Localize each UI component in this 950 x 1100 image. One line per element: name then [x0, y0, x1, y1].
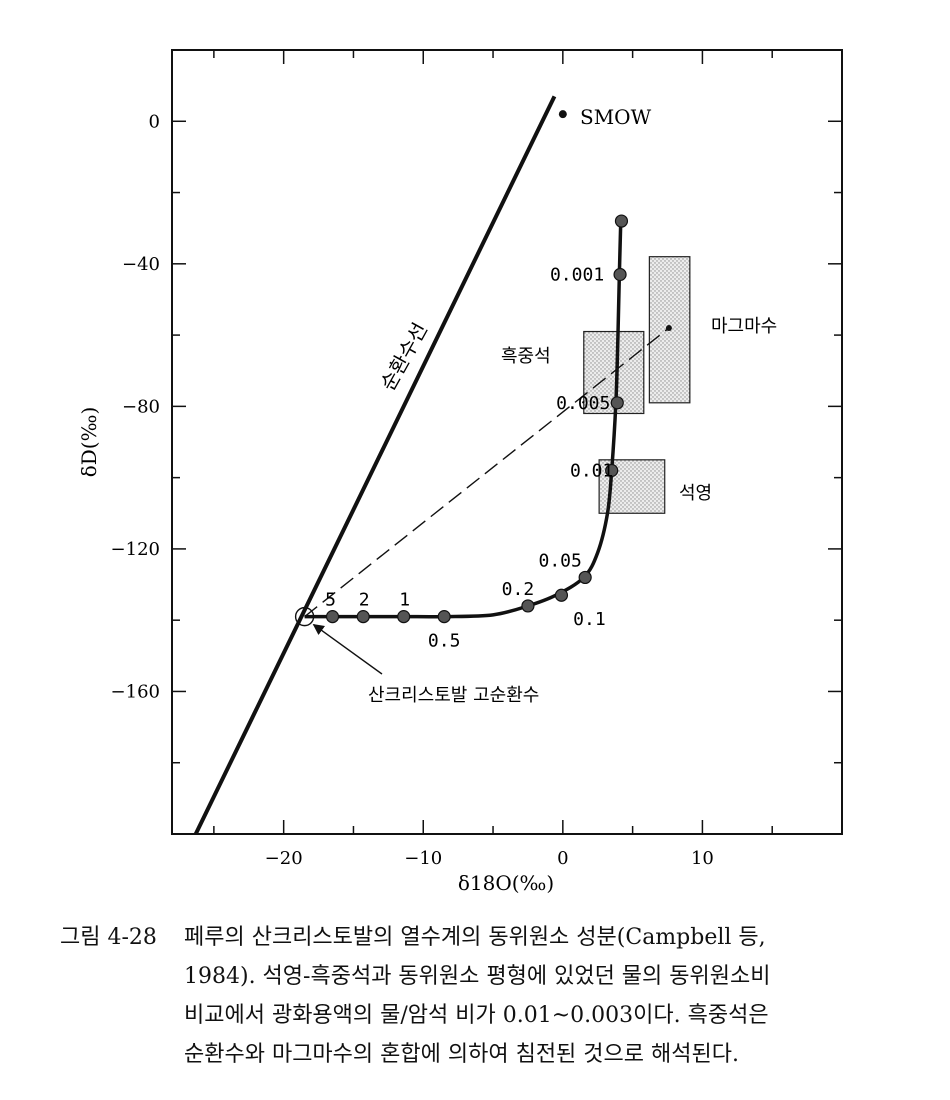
plot-area: 5 2 1 0.5 0.2 0.1 0.05 0.01 0.005 0.001 — [193, 95, 691, 835]
curve-data-point — [610, 396, 624, 410]
curve-data-point — [578, 570, 592, 585]
y-axis-title: δD(‰) — [77, 407, 101, 478]
x-tick-label: 0 — [557, 848, 568, 869]
y-tick-label: −160 — [111, 681, 160, 702]
x-tick-label: −20 — [265, 848, 303, 869]
data-point-label: 2 — [359, 590, 370, 611]
data-point-label: 0.005 — [556, 393, 610, 414]
curve-data-point — [554, 588, 569, 602]
evolution-curve — [304, 221, 623, 619]
isotope-chart: −20 −10 0 10 0 −40 −80 −120 −160 5 2 1 0.5 0.2 0.1 0.0… — [77, 49, 843, 895]
axis-ticks: −20 −10 0 10 0 −40 −80 −120 −160 — [111, 50, 842, 869]
mixing-line — [304, 327, 670, 618]
data-point-label: 1 — [399, 590, 410, 611]
data-point-label: 5 — [325, 590, 336, 611]
y-tick-label: −40 — [122, 254, 160, 275]
y-tick-label: 0 — [149, 111, 160, 132]
curve-data-point — [614, 214, 629, 228]
origin-arrow — [312, 623, 383, 675]
x-tick-label: 10 — [691, 848, 714, 869]
caption-line: 순환수와 마그마수의 혼합에 의하여 침전된 것으로 해석된다. — [184, 1042, 739, 1067]
box-label-quartz: 석영 — [679, 483, 712, 504]
x-tick-label: −10 — [404, 848, 442, 869]
curve-data-point — [613, 267, 627, 282]
data-point-label: 0.5 — [428, 631, 461, 652]
smow-point — [558, 110, 567, 119]
meteoric-water-line — [193, 95, 557, 835]
origin-point — [294, 606, 315, 627]
curve-data-point — [605, 463, 619, 478]
caption-label: 그림 4-28 — [60, 925, 157, 950]
smow-label: SMOW — [580, 105, 652, 129]
data-point-label: 0.001 — [550, 265, 604, 286]
curve-data-point — [397, 610, 411, 624]
box-label-magmatic-water: 마그마수 — [711, 316, 777, 337]
origin-label: 산크리스토발 고순환수 — [368, 685, 539, 706]
curve-data-point — [437, 610, 451, 624]
curve-data-point — [521, 599, 535, 613]
y-tick-label: −80 — [122, 396, 160, 417]
data-point-label: 0.2 — [502, 579, 535, 600]
data-point-label: 0.1 — [573, 609, 606, 630]
curve-data-point — [356, 610, 370, 624]
caption-line: 비교에서 광화용액의 물/암석 비가 0.01~0.003이다. 흑중석은 — [184, 1003, 769, 1028]
plot-frame — [171, 49, 843, 835]
data-point-label: 0.01 — [570, 461, 613, 482]
caption-line: 페루의 산크리스토발의 열수계의 동위원소 성분(Campbell 등, — [184, 925, 766, 950]
meteoric-line-label: 순환수선 — [376, 319, 433, 395]
caption-line: 1984). 석영-흑중석과 동위원소 평형에 있었던 물의 동위원소비 — [184, 964, 771, 989]
curve-data-point — [325, 610, 340, 624]
y-tick-label: −120 — [111, 539, 160, 560]
data-point-label: 0.05 — [538, 550, 581, 571]
x-axis-title: δ18O(‰) — [458, 871, 554, 895]
box-label-wolframite: 흑중석 — [501, 346, 551, 367]
magma-center-point — [665, 324, 672, 331]
